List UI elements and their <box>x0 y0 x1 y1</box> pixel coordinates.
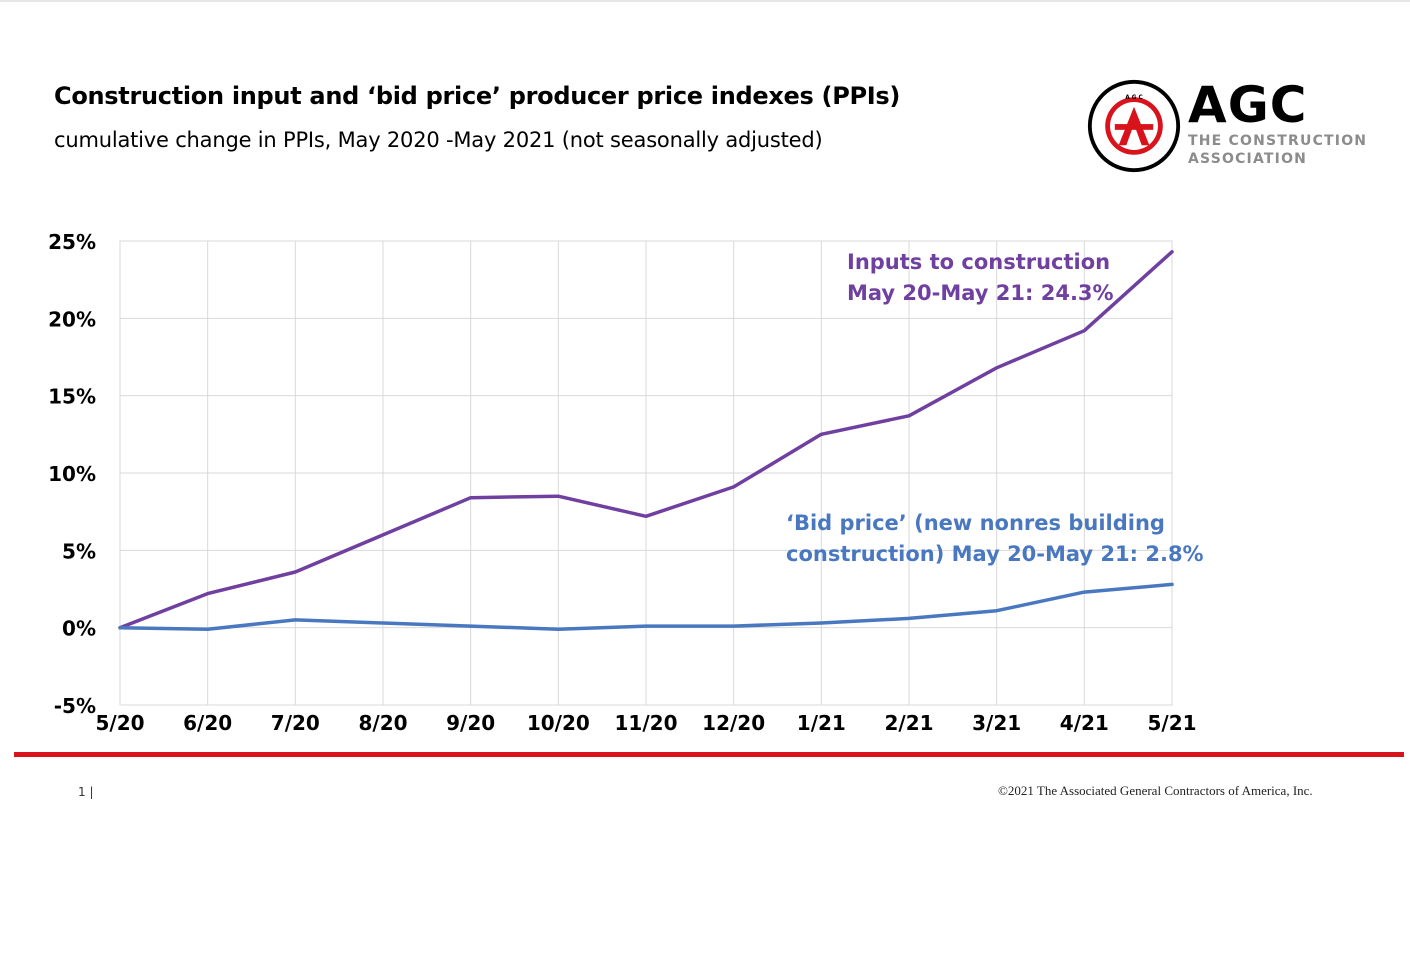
data-point <box>907 414 911 418</box>
data-point <box>1170 582 1174 586</box>
annotation-inputs: May 20-May 21: 24.3% <box>847 281 1114 305</box>
x-tick-label: 1/21 <box>797 711 846 735</box>
data-point <box>293 618 297 622</box>
y-tick-label: 20% <box>48 307 96 331</box>
copyright-notice: ©2021 The Associated General Contractors… <box>998 783 1313 798</box>
logo-wordmark: AGC <box>1188 76 1308 134</box>
data-point <box>469 624 473 628</box>
data-point <box>995 609 999 613</box>
data-point <box>907 616 911 620</box>
y-tick-label: -5% <box>54 694 96 718</box>
data-point <box>732 485 736 489</box>
data-point <box>556 627 560 631</box>
footer-divider <box>14 752 1404 757</box>
line-chart: -5% 0% 5% 10% 15% 20% 25% 5/20 6/20 7/20 8/20 9/20 1… <box>48 230 1204 735</box>
page-number: 1 | <box>78 785 94 799</box>
data-point <box>556 494 560 498</box>
x-tick-label: 5/20 <box>95 711 144 735</box>
y-tick-label: 0% <box>62 617 96 641</box>
x-tick-label: 3/21 <box>972 711 1021 735</box>
agc-logo: A G C AGC THE CONSTRUCTION ASSOCIATION <box>1082 74 1366 178</box>
data-point <box>819 621 823 625</box>
y-tick-label: 15% <box>48 385 96 409</box>
x-tick-label: 11/20 <box>615 711 678 735</box>
y-tick-label: 5% <box>62 539 96 563</box>
x-tick-label: 7/20 <box>271 711 320 735</box>
x-tick-label: 4/21 <box>1060 711 1109 735</box>
logo-tagline-line2: ASSOCIATION <box>1188 151 1308 167</box>
data-point <box>644 514 648 518</box>
agc-seal-icon: A G C <box>1087 79 1181 173</box>
data-point <box>1082 590 1086 594</box>
data-point <box>644 624 648 628</box>
data-point <box>469 496 473 500</box>
data-point <box>381 533 385 537</box>
data-point <box>293 570 297 574</box>
data-point <box>381 621 385 625</box>
x-tick-label: 9/20 <box>446 711 495 735</box>
y-tick-label: 25% <box>48 230 96 254</box>
logo-tagline-line1: THE CONSTRUCTION <box>1188 133 1368 149</box>
x-tick-label: 6/20 <box>183 711 232 735</box>
data-point <box>1170 250 1174 254</box>
annotation-bid-price: construction) May 20-May 21: 2.8% <box>786 542 1204 566</box>
chart-title: Construction input and ‘bid price’ produ… <box>54 82 901 110</box>
data-point <box>206 592 210 596</box>
data-point <box>1082 329 1086 333</box>
data-point <box>732 624 736 628</box>
data-point <box>118 626 122 630</box>
annotation-bid-price: ‘Bid price’ (new nonres building <box>786 511 1165 535</box>
annotation-inputs: Inputs to construction <box>847 250 1110 274</box>
x-tick-label: 10/20 <box>527 711 590 735</box>
data-point <box>206 627 210 631</box>
chart-subtitle: cumulative change in PPIs, May 2020 -May… <box>54 128 823 152</box>
svg-text:A G C: A G C <box>1125 95 1142 101</box>
y-tick-label: 10% <box>48 462 96 486</box>
x-tick-label: 12/20 <box>702 711 765 735</box>
data-point <box>995 366 999 370</box>
data-point <box>819 432 823 436</box>
x-tick-label: 5/21 <box>1147 711 1196 735</box>
x-tick-label: 2/21 <box>884 711 933 735</box>
x-tick-label: 8/20 <box>358 711 407 735</box>
top-border <box>0 0 1410 2</box>
